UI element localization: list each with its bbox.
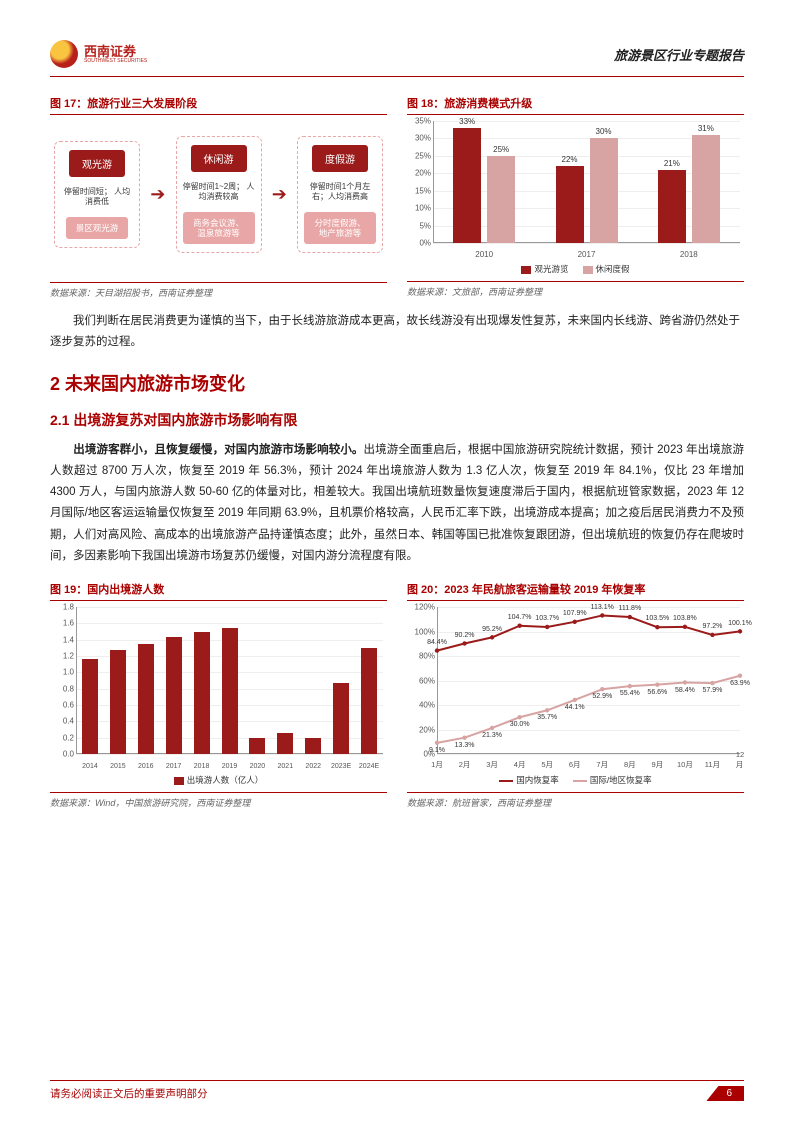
logo-icon: [50, 40, 78, 68]
figure-17-source: 数据来源：天目湖招股书，西南证券整理: [50, 282, 387, 299]
arrow-icon: ➔: [150, 184, 165, 205]
stage-2: 休闲游 停留时间1~2周； 人均消费较高 商务会议游、温泉旅游等: [176, 136, 262, 253]
stage-2-top: 休闲游: [191, 145, 247, 172]
legend-item: 国内恢复率: [516, 775, 559, 785]
brand-sub: SOUTHWEST SECURITIES: [84, 58, 147, 64]
stage-3-top: 度假游: [312, 145, 368, 172]
brand-logo: 西南证券 SOUTHWEST SECURITIES: [50, 40, 147, 68]
stage-3-mid: 停留时间1个月左右；人均消费高: [304, 182, 376, 202]
page-header: 西南证券 SOUTHWEST SECURITIES 旅游景区行业专题报告: [50, 40, 744, 77]
figure-18-title: 图 18：旅游消费模式升级: [407, 95, 744, 115]
paragraph-2: 出境游客群小，且恢复缓慢，对国内旅游市场影响较小。出境游全面重启后，根据中国旅游…: [50, 440, 744, 568]
stage-1-bot: 景区观光游: [66, 217, 129, 239]
brand-name: 西南证券: [84, 45, 147, 58]
stage-3: 度假游 停留时间1个月左右；人均消费高 分时度假游、地产旅游等: [297, 136, 383, 253]
figure-20-chart: 0%20%40%60%80%100%120%84.4%90.2%95.2%104…: [407, 607, 744, 772]
legend-item: 国际/地区恢复率: [590, 775, 652, 785]
stage-1-mid: 停留时间短； 人均消费低: [61, 187, 133, 207]
figure-19-legend: 出境游人数（亿人）: [50, 774, 387, 786]
figure-19-title: 图 19：国内出境游人数: [50, 581, 387, 601]
heading-2-1: 2.1 出境游复苏对国内旅游市场影响有限: [50, 410, 744, 430]
arrow-icon: ➔: [272, 184, 287, 205]
figure-19-source: 数据来源：Wind，中国旅游研究院，西南证券整理: [50, 792, 387, 809]
figure-17-diagram: 观光游 停留时间短； 人均消费低 景区观光游 ➔ 休闲游 停留时间1~2周； 人…: [50, 121, 387, 276]
legend-item: 出境游人数（亿人）: [187, 775, 264, 785]
figure-18: 图 18：旅游消费模式升级 0%5%10%15%20%25%30%35%33%2…: [407, 95, 744, 299]
heading-2: 2 未来国内旅游市场变化: [50, 370, 744, 396]
paragraph-1: 我们判断在居民消费更为谨慎的当下，由于长线游旅游成本更高，故长线游没有出现爆发性…: [50, 311, 744, 354]
stage-3-bot: 分时度假游、地产旅游等: [304, 212, 376, 244]
figure-17: 图 17：旅游行业三大发展阶段 观光游 停留时间短； 人均消费低 景区观光游 ➔…: [50, 95, 387, 299]
figure-20-source: 数据来源：航班管家，西南证券整理: [407, 792, 744, 809]
legend-item: 休闲度假: [596, 264, 630, 274]
footer-disclaimer: 请务必阅读正文后的重要声明部分: [50, 1086, 208, 1101]
report-title: 旅游景区行业专题报告: [614, 45, 744, 64]
page-footer: 请务必阅读正文后的重要声明部分 6: [50, 1080, 744, 1101]
figure-20: 图 20：2023 年民航旅客运输量较 2019 年恢复率 0%20%40%60…: [407, 581, 744, 809]
figure-19: 图 19：国内出境游人数 0.00.20.40.60.81.01.21.41.6…: [50, 581, 387, 809]
stage-1-top: 观光游: [69, 150, 125, 177]
stage-2-bot: 商务会议游、温泉旅游等: [183, 212, 255, 244]
page-number: 6: [706, 1086, 744, 1101]
legend-item: 观光游览: [534, 264, 568, 274]
figure-19-chart: 0.00.20.40.60.81.01.21.41.61.82014201520…: [50, 607, 387, 772]
figure-20-legend: 国内恢复率 国际/地区恢复率: [407, 774, 744, 786]
paragraph-2-body: 出境游全面重启后，根据中国旅游研究院统计数据，预计 2023 年出境旅游人数超过…: [50, 444, 744, 562]
figure-18-chart: 0%5%10%15%20%25%30%35%33%25%201022%30%20…: [407, 121, 744, 261]
figure-18-source: 数据来源：文旅部，西南证券整理: [407, 281, 744, 298]
stage-2-mid: 停留时间1~2周； 人均消费较高: [183, 182, 255, 202]
paragraph-2-bold: 出境游客群小，且恢复缓慢，对国内旅游市场影响较小。: [73, 444, 363, 456]
stage-1: 观光游 停留时间短； 人均消费低 景区观光游: [54, 141, 140, 248]
figure-17-title: 图 17：旅游行业三大发展阶段: [50, 95, 387, 115]
figure-18-legend: 观光游览 休闲度假: [407, 263, 744, 275]
figure-20-title: 图 20：2023 年民航旅客运输量较 2019 年恢复率: [407, 581, 744, 601]
